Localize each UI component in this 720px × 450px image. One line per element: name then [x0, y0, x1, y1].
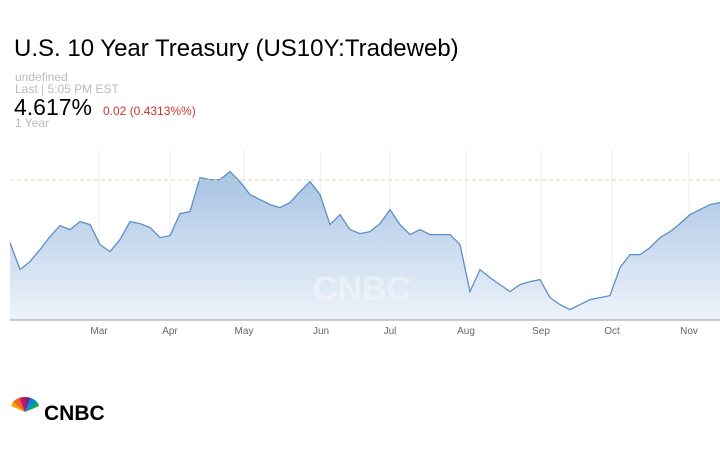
price-line	[9, 170, 720, 311]
x-tick-label: Mar	[90, 326, 108, 337]
last-label: Last | 5:05 PM EST	[15, 82, 119, 96]
x-tick-label: Apr	[162, 326, 178, 337]
change: 0.02 (0.4313%%)	[103, 104, 196, 118]
range-label: 1 Year	[15, 116, 49, 130]
x-tick-label: Jun	[313, 326, 329, 337]
subtitle: undefined	[15, 70, 68, 84]
area-fill	[10, 171, 720, 320]
x-tick-label: Oct	[604, 326, 620, 337]
watermark: CNBC	[313, 270, 411, 308]
x-tick-label: Aug	[457, 326, 475, 337]
last-value: 4.617%	[14, 94, 92, 120]
x-tick-label: Nov	[680, 326, 698, 337]
title: U.S. 10 Year Treasury (US10Y:Tradeweb)	[14, 35, 459, 62]
x-tick-label: Jul	[384, 326, 397, 337]
plot: Mar Apr May Jun Jul Aug Sep Oct Nov	[9, 150, 720, 337]
logo-text: CNBC	[44, 402, 105, 425]
logo-icon	[11, 396, 39, 412]
x-tick-label: Sep	[532, 326, 550, 337]
x-tick-label: May	[235, 326, 254, 337]
